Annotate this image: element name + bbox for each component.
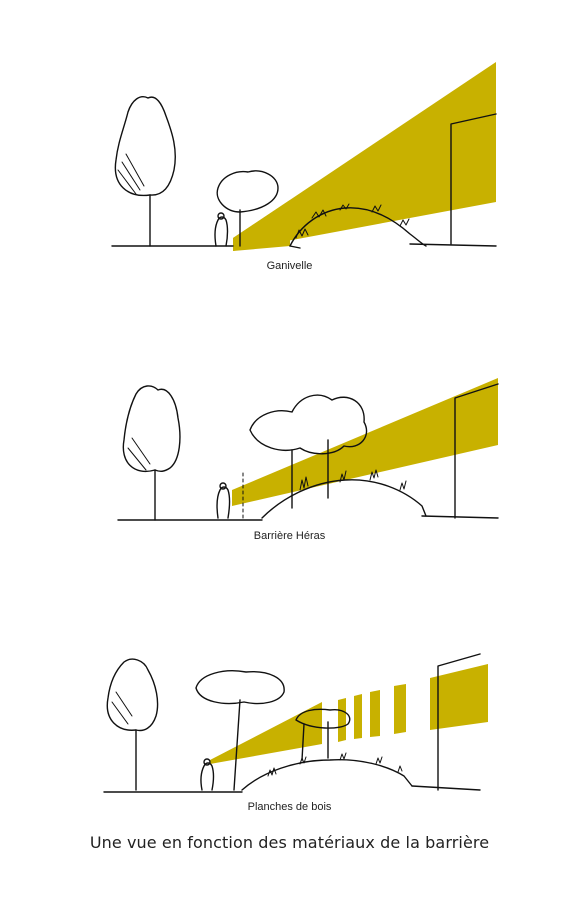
view-cone [232,378,498,506]
tree-left [122,385,181,521]
sketch-ganivelle-drawing [111,62,497,251]
tree-small [216,170,279,247]
sketch-planches-drawing [103,653,488,793]
ground-line [103,785,481,793]
person [200,758,215,791]
section-sketch-planches [0,640,579,880]
view-cone-strip [338,698,346,742]
lamp-post [437,653,481,791]
tree-left [114,96,176,247]
view-cone-strip [370,690,380,737]
view-cone-strip [354,694,362,739]
view-cone [233,62,496,251]
section-sketch-heras [0,330,579,570]
figure-caption: Une vue en fonction des matériaux de la … [89,833,490,852]
tree-pine [195,670,351,791]
person [216,482,231,519]
lamp-post [450,113,497,245]
tree-canopy [249,394,368,509]
sketch-heras-drawing [117,378,499,521]
vegetation-mound [241,752,413,791]
person [214,212,229,247]
tree-left [106,658,159,791]
section-sketch-ganivelle [0,50,579,290]
view-cone-lower [233,200,290,251]
view-cone-strip [430,664,488,730]
scene-label-planches: Planches de bois [247,801,332,813]
vegetation-mound [261,469,427,519]
view-cone [210,702,322,764]
view-cone-strip [394,684,406,734]
lamp-post [454,383,499,519]
vegetation-mound [289,203,427,247]
scene-label-ganivelle: Ganivelle [266,260,313,272]
scene-label-heras: Barrière Héras [253,530,326,542]
ground-line [111,243,497,249]
ground-line [117,515,499,521]
